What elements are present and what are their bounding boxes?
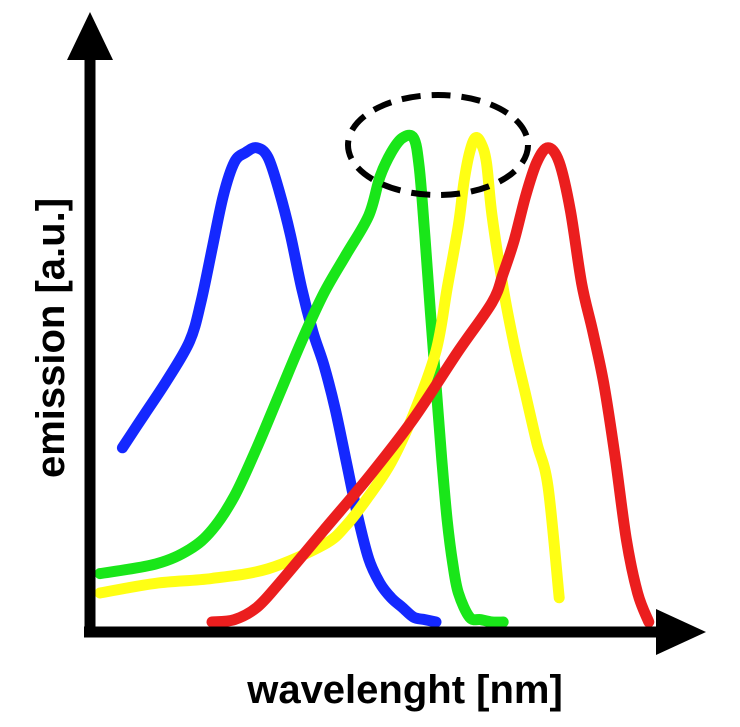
series-line-yellow xyxy=(94,132,565,604)
series-line-blue xyxy=(116,142,442,628)
y-axis-label: emission [a.u.] xyxy=(29,198,73,478)
x-axis-arrowhead xyxy=(656,609,706,655)
series-line-green xyxy=(94,129,509,628)
x-axis-label: wavelenght [nm] xyxy=(246,668,563,712)
y-axis-arrowhead xyxy=(67,12,113,60)
highlight-dashed-ellipse xyxy=(345,92,531,198)
series-line-red xyxy=(206,142,655,628)
curves-group xyxy=(94,129,655,628)
